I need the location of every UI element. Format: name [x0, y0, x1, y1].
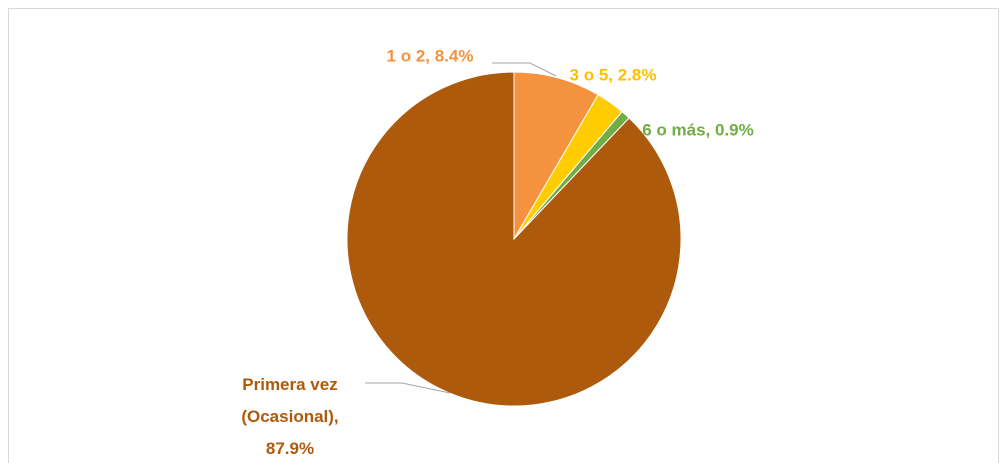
pie-slice	[346, 71, 682, 407]
data-label: 3 o 5, 2.8%	[570, 65, 657, 84]
data-label: 6 o más, 0.9%	[642, 120, 754, 139]
leader-line	[365, 382, 451, 394]
data-label: Primera vez (Ocasional), 87.9%	[241, 375, 338, 458]
data-label: 1 o 2, 8.4%	[387, 46, 474, 65]
leader-line	[492, 62, 557, 77]
pie-slice	[513, 71, 599, 241]
